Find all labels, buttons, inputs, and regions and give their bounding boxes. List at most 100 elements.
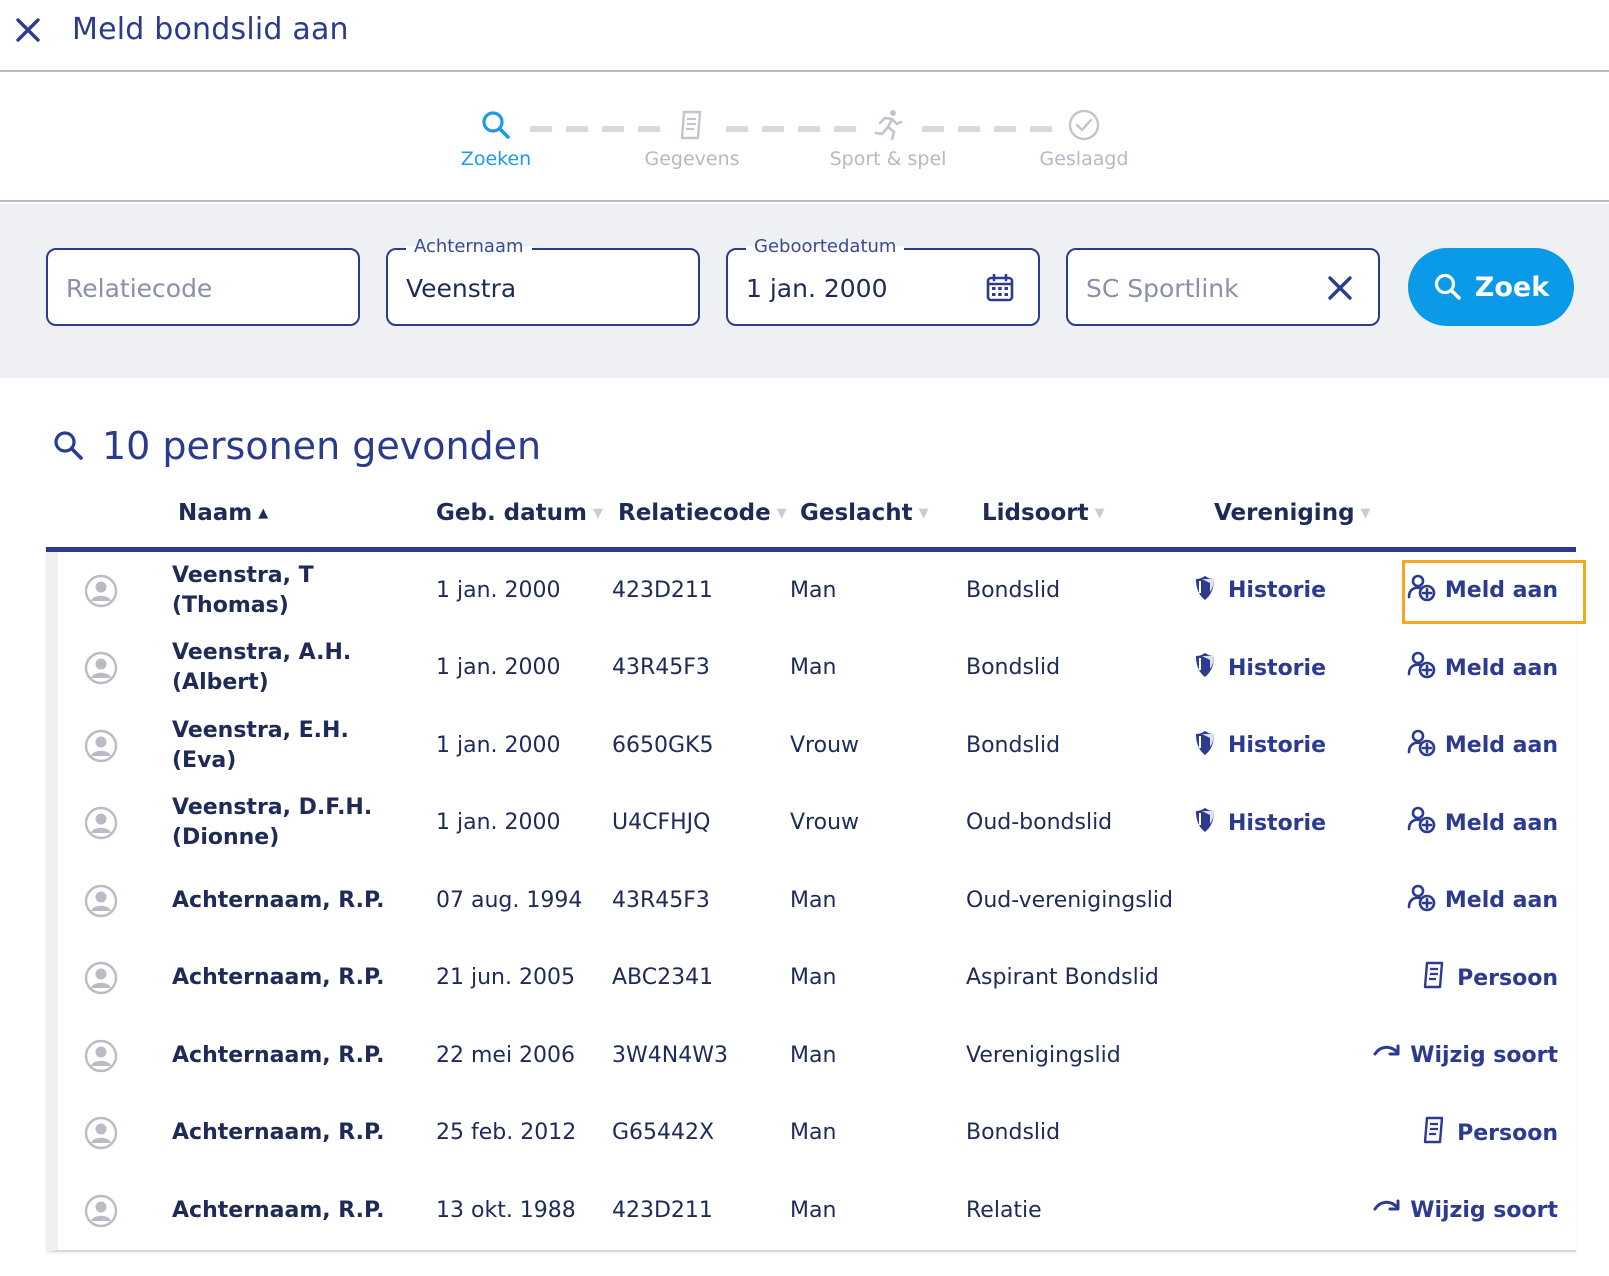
- historie-button[interactable]: Historie: [1190, 728, 1326, 764]
- redo-arrow-icon: [1372, 1193, 1402, 1229]
- step-label: Sport & spel: [829, 148, 947, 170]
- row-action-button[interactable]: Meld aan: [1407, 650, 1558, 686]
- step-connector: [530, 126, 660, 132]
- column-lidsoort[interactable]: Lidsoort ▼: [982, 500, 1105, 526]
- row-action-button[interactable]: Meld aan: [1407, 805, 1558, 841]
- cell-geslacht: Man: [790, 1042, 837, 1068]
- focus-highlight: [1402, 560, 1586, 624]
- sort-asc-icon: ▲: [258, 505, 269, 521]
- sort-icon: ▼: [1360, 505, 1371, 521]
- cell-geslacht: Man: [790, 1120, 837, 1146]
- cell-relatiecode: 3W4N4W3: [612, 1042, 728, 1068]
- search-icon: [482, 111, 510, 139]
- row-action-button[interactable]: Meld aan: [1407, 883, 1558, 919]
- cell-lidsoort: Bondslid: [966, 1120, 1061, 1146]
- avatar-icon: [84, 884, 118, 918]
- cell-lidsoort: Oud-verenigingslid: [966, 887, 1173, 913]
- row-action-button[interactable]: Persoon: [1419, 960, 1558, 996]
- cell-lidsoort: Relatie: [966, 1197, 1042, 1223]
- search-icon: [54, 431, 83, 460]
- column-relatiecode[interactable]: Relatiecode ▼: [618, 500, 787, 526]
- row-action-button[interactable]: Meld aan: [1407, 728, 1558, 764]
- cell-relatiecode: 6650GK5: [612, 732, 714, 758]
- cell-geb-datum: 07 aug. 1994: [436, 887, 583, 913]
- table-row: Achternaam, R.P. 25 feb. 2012 G65442X Man Bo…: [58, 1095, 1576, 1173]
- step-sport-spel: Sport & spel: [818, 108, 958, 170]
- cell-geslacht: Man: [790, 887, 837, 913]
- cell-naam: Veenstra, D.F.H. (Dionne): [172, 795, 373, 851]
- sort-icon: ▼: [1094, 505, 1105, 521]
- step-label: Gegevens: [644, 148, 740, 170]
- step-gegevens: Gegevens: [622, 108, 762, 170]
- cell-lidsoort: Bondslid: [966, 732, 1061, 758]
- historie-button[interactable]: Historie: [1190, 805, 1326, 841]
- step-connector: [922, 126, 1052, 132]
- cell-naam: Achternaam, R.P.: [172, 1042, 385, 1068]
- column-geslacht[interactable]: Geslacht ▼: [800, 500, 929, 526]
- cell-lidsoort: Bondslid: [966, 655, 1061, 681]
- table-row: Achternaam, R.P. 13 okt. 1988 423D211 Man Re…: [58, 1172, 1576, 1250]
- results-table: Naam ▲ Geb. datum ▼ Relatiecode ▼ Geslacht ▼…: [46, 490, 1586, 1252]
- close-icon[interactable]: [12, 14, 44, 46]
- cell-relatiecode: 43R45F3: [612, 655, 710, 681]
- person-add-icon: [1407, 883, 1437, 919]
- cell-lidsoort: Bondslid: [966, 577, 1061, 603]
- person-add-icon: [1407, 573, 1437, 609]
- cell-geb-datum: 1 jan. 2000: [436, 810, 561, 836]
- zoek-button[interactable]: Zoek: [1408, 248, 1574, 326]
- column-geb-datum[interactable]: Geb. datum ▼: [436, 500, 604, 526]
- cell-naam: Veenstra, E.H. (Eva): [172, 717, 349, 773]
- cell-lidsoort: Aspirant Bondslid: [966, 965, 1159, 991]
- avatar-icon: [84, 574, 118, 608]
- column-vereniging[interactable]: Vereniging ▼: [1214, 500, 1371, 526]
- row-action-button[interactable]: Persoon: [1419, 1115, 1558, 1151]
- cell-geb-datum: 1 jan. 2000: [436, 732, 561, 758]
- geboortedatum-label: Geboortedatum: [746, 236, 905, 257]
- step-label: Geslaagd: [1039, 148, 1129, 170]
- cell-relatiecode: U4CFHJQ: [612, 810, 711, 836]
- dialog-title: Meld bondslid aan: [72, 12, 349, 47]
- row-action-button[interactable]: Wijzig soort: [1372, 1193, 1558, 1229]
- cell-geb-datum: 1 jan. 2000: [436, 577, 561, 603]
- step-label: Zoeken: [460, 148, 532, 170]
- table-row: Veenstra, E.H. (Eva) 1 jan. 2000 6650GK5 Vr…: [58, 707, 1576, 785]
- column-naam[interactable]: Naam ▲: [178, 500, 269, 526]
- relatiecode-input[interactable]: [66, 268, 306, 308]
- achternaam-input[interactable]: [406, 268, 646, 308]
- avatar-icon: [84, 806, 118, 840]
- clear-icon[interactable]: [1324, 272, 1356, 304]
- sort-icon: ▼: [593, 505, 604, 521]
- geboortedatum-input[interactable]: [746, 268, 986, 308]
- cell-naam: Veenstra, A.H. (Albert): [172, 640, 352, 696]
- calendar-icon[interactable]: [984, 272, 1016, 304]
- cell-naam: Achternaam, R.P.: [172, 1120, 385, 1146]
- table-header: Naam ▲ Geb. datum ▼ Relatiecode ▼ Geslacht ▼…: [46, 490, 1576, 552]
- vereniging-field: [1066, 248, 1380, 326]
- cell-lidsoort: Verenigingslid: [966, 1042, 1121, 1068]
- table-row: Achternaam, R.P. 22 mei 2006 3W4N4W3 Man Ver…: [58, 1017, 1576, 1095]
- historie-button[interactable]: Historie: [1190, 650, 1326, 686]
- document-icon: [680, 110, 702, 140]
- step-connector: [726, 126, 856, 132]
- dialog-header: Meld bondslid aan: [0, 0, 1609, 72]
- person-add-icon: [1407, 650, 1437, 686]
- results-heading: 10 personen gevonden: [52, 424, 541, 468]
- shield-history-icon: [1190, 805, 1220, 841]
- vereniging-input[interactable]: [1086, 268, 1326, 308]
- historie-button[interactable]: Historie: [1190, 573, 1326, 609]
- cell-geb-datum: 21 jun. 2005: [436, 965, 575, 991]
- avatar-icon: [84, 1116, 118, 1150]
- shield-history-icon: [1190, 573, 1220, 609]
- row-action-button[interactable]: Wijzig soort: [1372, 1038, 1558, 1074]
- document-icon: [1419, 1115, 1449, 1151]
- cell-geslacht: Man: [790, 577, 837, 603]
- row-action-button[interactable]: Meld aan: [1407, 573, 1558, 609]
- person-add-icon: [1407, 805, 1437, 841]
- cell-relatiecode: 423D211: [612, 577, 713, 603]
- step-zoeken[interactable]: Zoeken: [426, 108, 566, 170]
- sort-icon: ▼: [918, 505, 929, 521]
- cell-relatiecode: 423D211: [612, 1197, 713, 1223]
- table-row: Veenstra, T (Thomas) 1 jan. 2000 423D211 Ma…: [58, 552, 1586, 630]
- search-panel: Achternaam Geboortedatum Zoek: [0, 204, 1609, 378]
- table-row: Veenstra, D.F.H. (Dionne) 1 jan. 2000 U4CF…: [58, 785, 1576, 863]
